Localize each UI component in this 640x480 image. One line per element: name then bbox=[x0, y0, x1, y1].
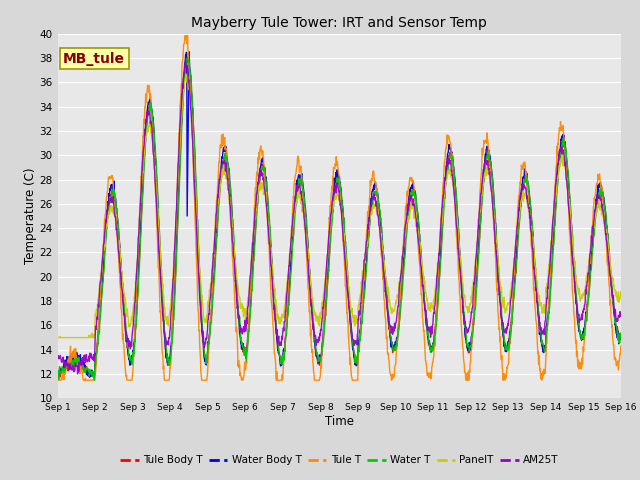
Title: Mayberry Tule Tower: IRT and Sensor Temp: Mayberry Tule Tower: IRT and Sensor Temp bbox=[191, 16, 487, 30]
Y-axis label: Temperature (C): Temperature (C) bbox=[24, 168, 36, 264]
Text: MB_tule: MB_tule bbox=[63, 52, 125, 66]
Legend: Tule Body T, Water Body T, Tule T, Water T, PanelT, AM25T: Tule Body T, Water Body T, Tule T, Water… bbox=[116, 451, 563, 469]
X-axis label: Time: Time bbox=[324, 415, 354, 428]
